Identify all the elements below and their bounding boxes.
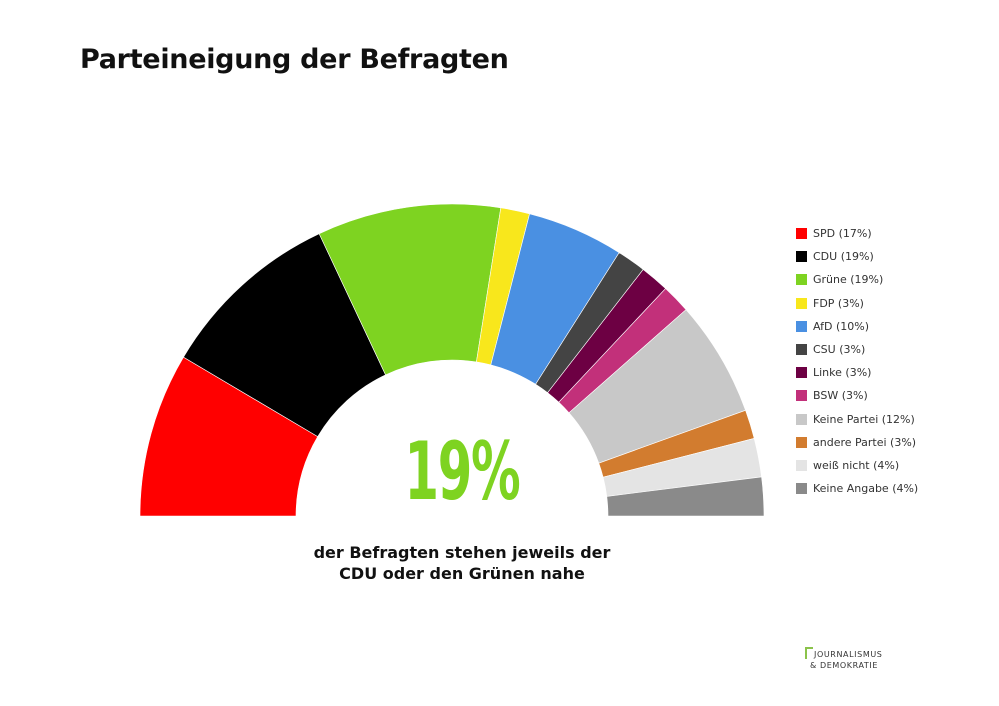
legend-swatch [796, 367, 807, 379]
legend-swatch [796, 344, 807, 356]
legend-item-bsw: BSW (3%) [796, 384, 918, 407]
legend-swatch [796, 483, 807, 495]
legend-swatch [796, 228, 807, 240]
legend-label: CSU (3%) [813, 343, 866, 357]
highlight-value: 19% [404, 425, 520, 518]
legend-swatch [796, 459, 807, 471]
legend-swatch [796, 297, 807, 309]
logo-corner-mark [805, 647, 813, 659]
legend-label: FDP (3%) [813, 296, 864, 310]
highlight-caption: der Befragten stehen jeweils der CDU ode… [313, 543, 611, 583]
legend-label: Linke (3%) [813, 366, 872, 380]
legend-item-spd: SPD (17%) [796, 222, 918, 245]
legend-swatch [796, 390, 807, 402]
legend-item-grüne: Grüne (19%) [796, 268, 918, 291]
legend-label: AfD (10%) [813, 319, 870, 333]
legend-item-weiß-nicht: weiß nicht (4%) [796, 454, 918, 477]
legend-label: weiß nicht (4%) [813, 458, 900, 472]
legend-label: BSW (3%) [813, 389, 868, 403]
legend: SPD (17%) CDU (19%) Grüne (19%) FDP (3%) AfD… [796, 222, 918, 500]
legend-label: andere Partei (3%) [813, 435, 917, 449]
legend-item-keine-angabe: Keine Angabe (4%) [796, 477, 918, 500]
legend-item-afd: AfD (10%) [796, 315, 918, 338]
legend-item-csu: CSU (3%) [796, 338, 918, 361]
legend-item-andere-partei: andere Partei (3%) [796, 431, 918, 454]
legend-swatch [796, 251, 807, 263]
legend-swatch [796, 320, 807, 332]
legend-label: Keine Partei (12%) [813, 412, 915, 426]
legend-item-fdp: FDP (3%) [796, 292, 918, 315]
logo: JOURNALISMUS & DEMOKRATIE [805, 645, 895, 675]
chart-title: Parteineigung der Befragten [80, 44, 509, 75]
legend-label: Keine Angabe (4%) [813, 482, 919, 496]
legend-swatch [796, 413, 807, 425]
logo-line-2: & DEMOKRATIE [810, 661, 879, 670]
legend-swatch [796, 436, 807, 448]
legend-label: CDU (19%) [813, 250, 874, 264]
logo-line-1: JOURNALISMUS [814, 650, 883, 659]
legend-item-cdu: CDU (19%) [796, 245, 918, 268]
legend-label: Grüne (19%) [813, 273, 884, 287]
legend-item-linke: Linke (3%) [796, 361, 918, 384]
legend-label: SPD (17%) [813, 227, 872, 241]
legend-swatch [796, 274, 807, 286]
slice-keine-angabe [606, 476, 765, 517]
legend-item-keine-partei: Keine Partei (12%) [796, 408, 918, 431]
